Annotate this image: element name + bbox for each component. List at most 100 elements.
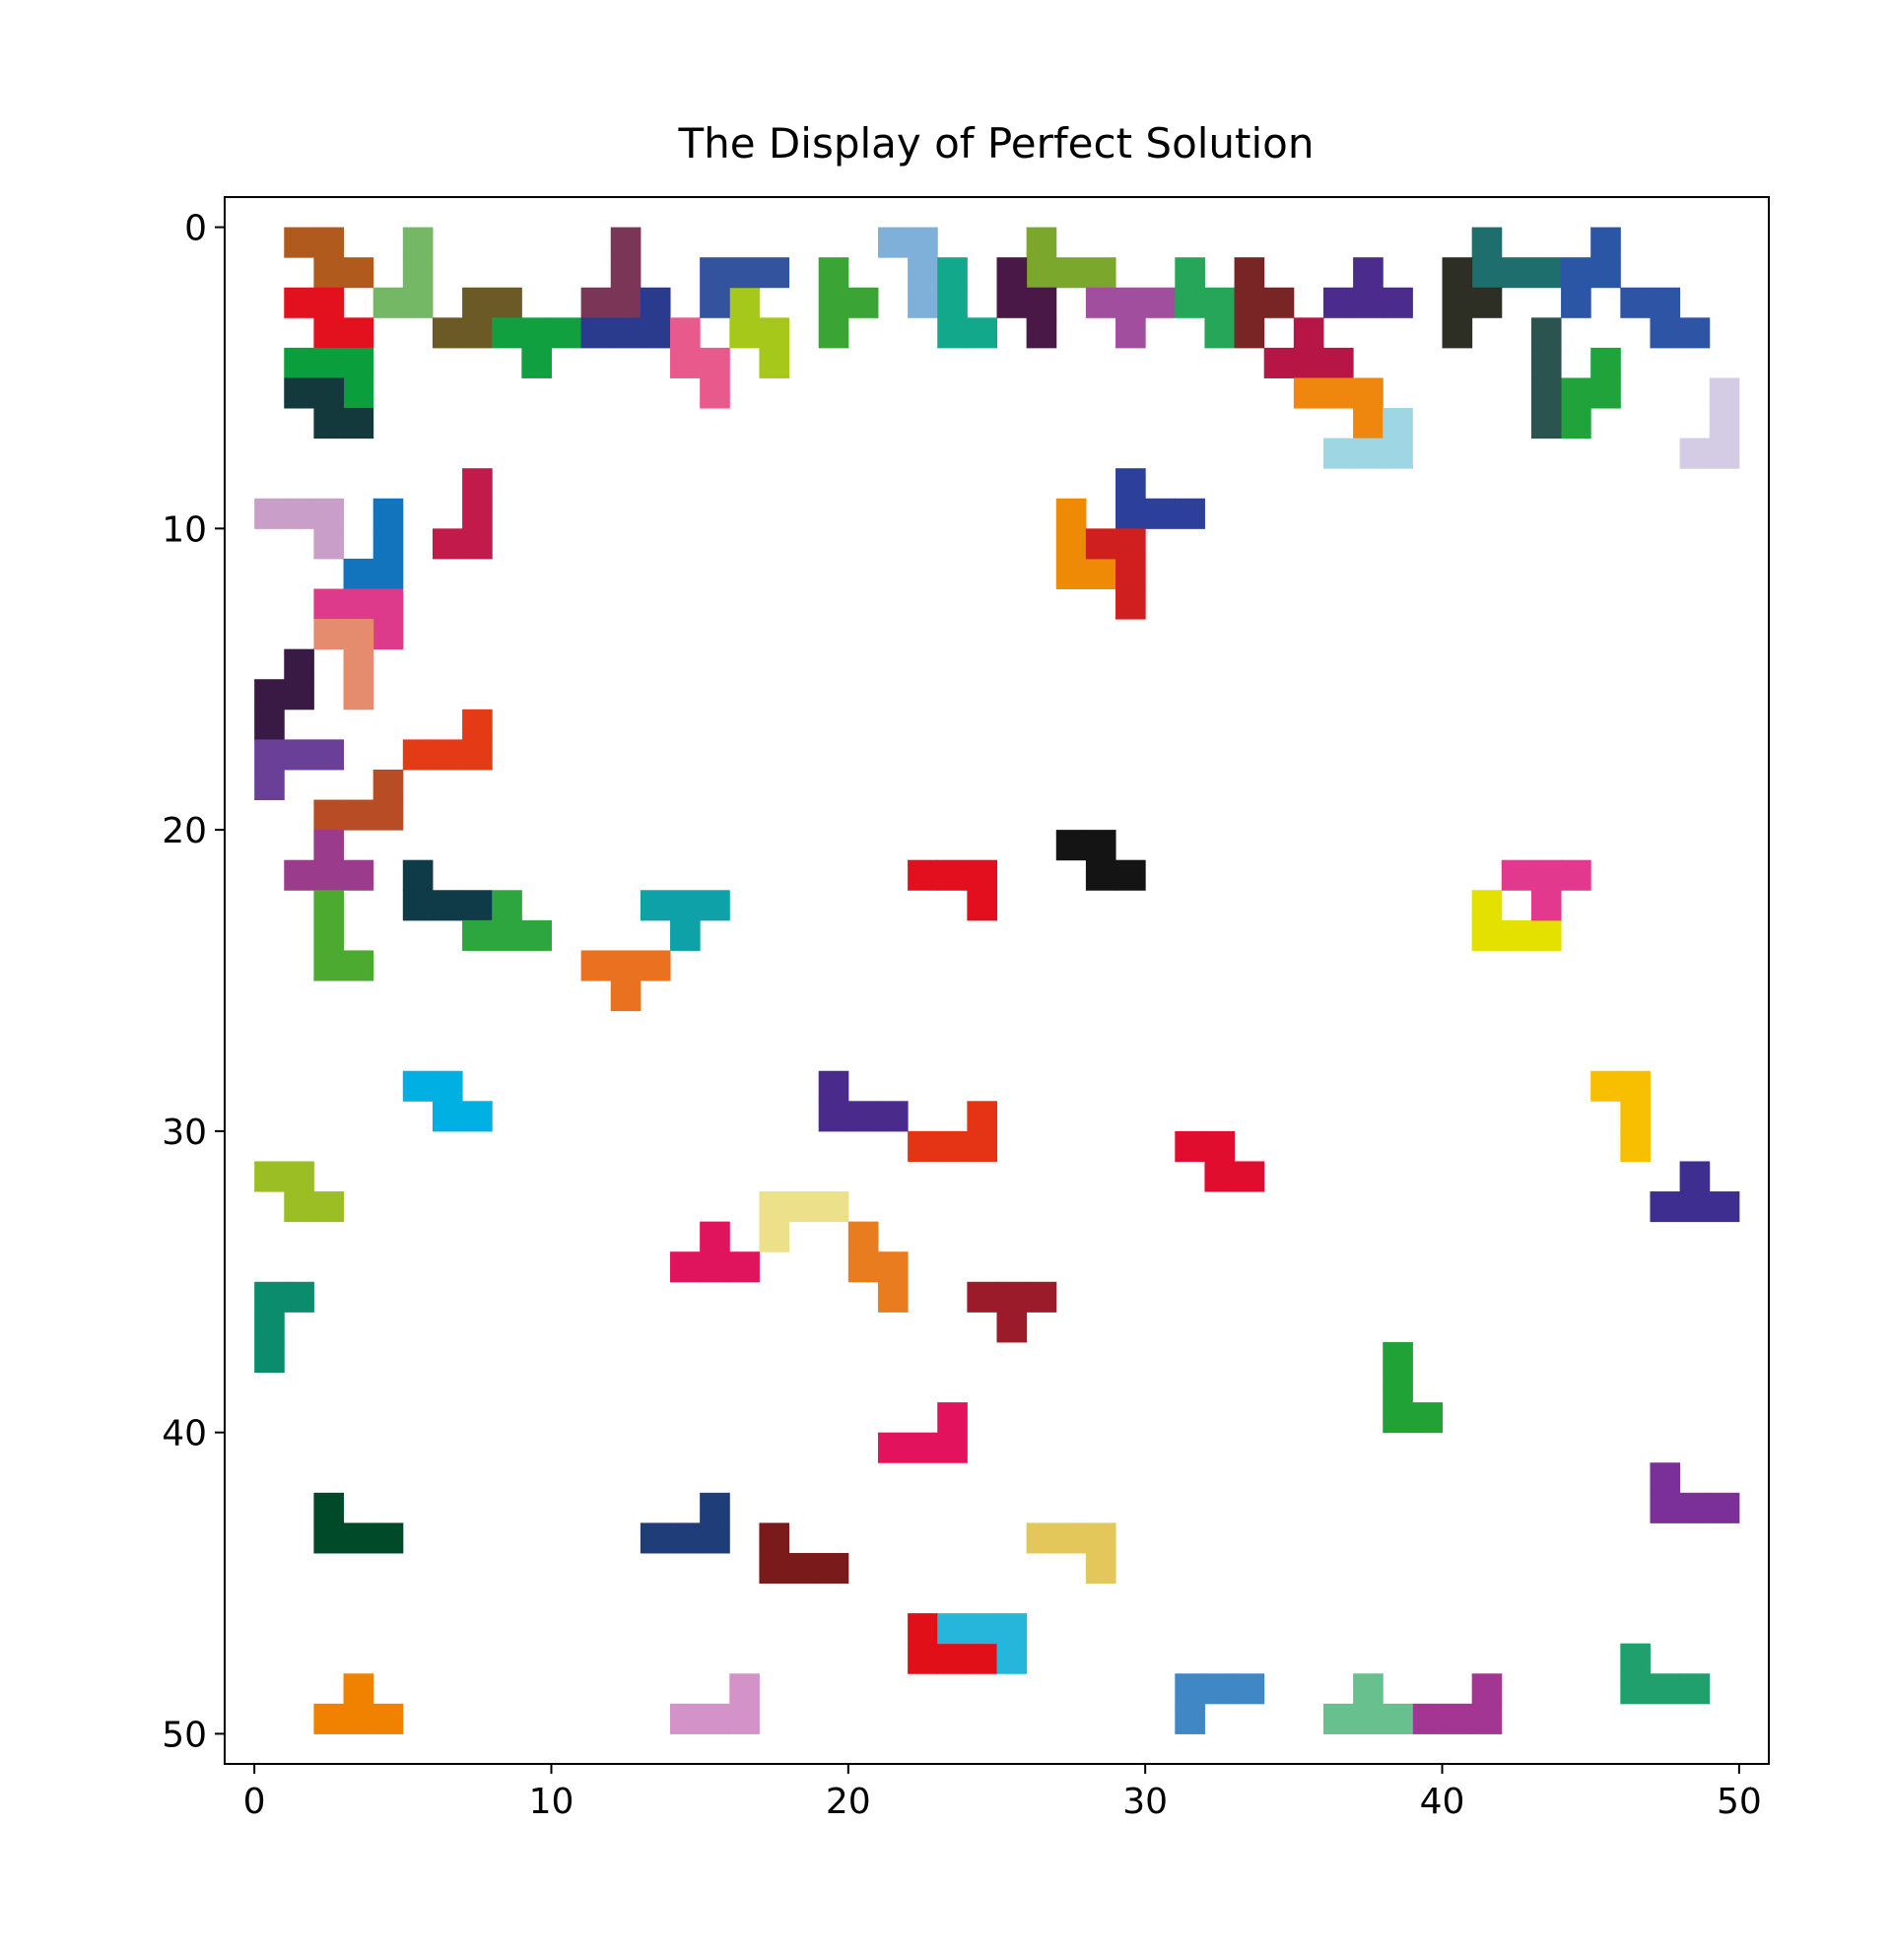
tile-cell bbox=[670, 317, 701, 349]
tile-cell bbox=[1471, 1703, 1503, 1734]
tile-cell bbox=[640, 317, 671, 349]
tile-cell bbox=[1026, 1522, 1057, 1554]
tile-cell bbox=[1293, 377, 1324, 409]
tile-cell bbox=[937, 1402, 968, 1434]
tile-cell bbox=[967, 317, 997, 349]
plot-frame bbox=[224, 196, 1770, 1765]
tile-cell bbox=[967, 1130, 997, 1162]
tile-cell bbox=[1561, 257, 1591, 289]
tile-cell bbox=[1530, 377, 1562, 409]
tile-cell bbox=[1175, 1673, 1205, 1705]
tile-cell bbox=[313, 408, 345, 439]
tile-cell bbox=[343, 950, 374, 981]
tile-cell bbox=[877, 1432, 909, 1463]
tile-cell bbox=[343, 588, 374, 620]
tile-cell bbox=[1175, 257, 1205, 289]
tile-cell bbox=[343, 619, 374, 650]
tile-cell bbox=[343, 558, 374, 589]
tile-cell bbox=[1175, 498, 1205, 529]
tile-cell bbox=[254, 739, 285, 771]
tile-cell bbox=[1085, 287, 1116, 318]
tile-cell bbox=[284, 1191, 314, 1223]
tile-cell bbox=[1293, 317, 1324, 349]
tile-cell bbox=[254, 1281, 285, 1313]
tile-cell bbox=[1322, 438, 1354, 469]
tile-cell bbox=[372, 287, 404, 318]
tile-cell bbox=[1679, 1161, 1711, 1192]
tile-cell bbox=[937, 1613, 968, 1645]
tile-cell bbox=[1115, 498, 1146, 529]
tile-cell bbox=[1115, 287, 1146, 318]
tile-cell bbox=[1234, 1673, 1265, 1705]
tile-cell bbox=[313, 950, 345, 981]
tile-cell bbox=[937, 859, 968, 891]
tile-cell bbox=[372, 1703, 404, 1734]
tile-cell bbox=[1442, 257, 1473, 289]
tile-cell bbox=[432, 317, 463, 349]
tile-cell bbox=[818, 287, 849, 318]
x-tick-label: 40 bbox=[1420, 1782, 1465, 1822]
tile-cell bbox=[1501, 919, 1532, 951]
tile-cell bbox=[1115, 468, 1146, 500]
tile-cell bbox=[1590, 377, 1621, 409]
x-tick-label: 10 bbox=[529, 1782, 574, 1822]
tile-cell bbox=[580, 287, 612, 318]
tile-cell bbox=[343, 408, 374, 439]
tile-cell bbox=[759, 1221, 790, 1252]
tile-cell bbox=[1530, 890, 1562, 921]
tile-cell bbox=[610, 257, 642, 289]
tile-cell bbox=[908, 227, 938, 258]
tile-cell bbox=[1590, 347, 1621, 378]
tile-cell bbox=[343, 679, 374, 710]
tile-cell bbox=[967, 1281, 997, 1313]
tile-cell bbox=[462, 1101, 493, 1132]
tile-cell bbox=[462, 709, 493, 740]
tile-cell bbox=[759, 1191, 790, 1223]
tile-cell bbox=[788, 1191, 820, 1223]
tile-cell bbox=[996, 1613, 1028, 1645]
tile-cell bbox=[1679, 1191, 1711, 1223]
tile-cell bbox=[580, 950, 612, 981]
tile-cell bbox=[937, 1432, 968, 1463]
tile-cell bbox=[402, 739, 434, 771]
tile-cell bbox=[284, 739, 314, 771]
tile-cell bbox=[343, 648, 374, 680]
tile-cell bbox=[284, 648, 314, 680]
y-tick-label: 10 bbox=[162, 509, 207, 550]
tile-cell bbox=[610, 980, 642, 1012]
tile-cell bbox=[996, 1643, 1028, 1674]
tile-cell bbox=[372, 799, 404, 831]
tile-cell bbox=[313, 799, 345, 831]
tile-cell bbox=[313, 739, 345, 771]
tile-cell bbox=[1055, 498, 1087, 529]
tile-cell bbox=[254, 679, 285, 710]
tile-cell bbox=[1530, 257, 1562, 289]
tile-cell bbox=[610, 317, 642, 349]
tile-cell bbox=[313, 257, 345, 289]
tile-cell bbox=[700, 1251, 730, 1283]
tile-cell bbox=[372, 769, 404, 801]
tile-cell bbox=[937, 317, 968, 349]
tile-cell bbox=[1322, 287, 1354, 318]
tile-cell bbox=[640, 1522, 671, 1554]
tile-cell bbox=[1561, 377, 1591, 409]
tile-cell bbox=[1055, 528, 1087, 560]
tile-cell bbox=[1234, 1161, 1265, 1192]
tile-cell bbox=[1175, 1703, 1205, 1734]
tile-cell bbox=[1055, 257, 1087, 289]
tile-cell bbox=[1709, 1191, 1740, 1223]
tile-cell bbox=[462, 739, 493, 771]
tile-cell bbox=[313, 1522, 345, 1554]
tile-cell bbox=[343, 1703, 374, 1734]
tile-cell bbox=[908, 1643, 938, 1674]
tile-cell bbox=[1353, 377, 1384, 409]
tile-cell bbox=[284, 287, 314, 318]
tile-cell bbox=[759, 257, 790, 289]
tile-cell bbox=[937, 1130, 968, 1162]
tile-cell bbox=[462, 890, 493, 921]
tile-cell bbox=[1085, 558, 1116, 589]
tile-cell bbox=[1709, 377, 1740, 409]
tile-cell bbox=[313, 588, 345, 620]
tile-cell bbox=[1383, 1341, 1413, 1373]
tile-cell bbox=[847, 287, 879, 318]
